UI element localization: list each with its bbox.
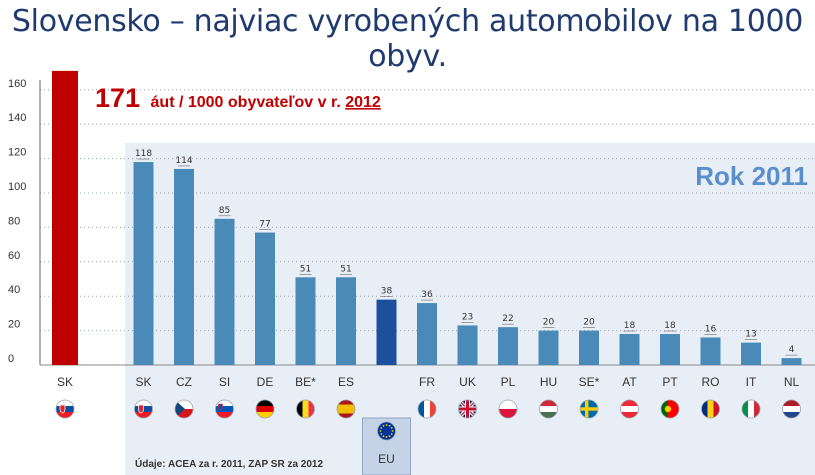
category-label-eu: EU [378, 452, 395, 466]
headline: 171 áut / 1000 obyvateľov v r. 2012 [95, 83, 381, 113]
value-labels: 118 114 85 77 51 51 38 36 23 22 20 20 18 18 16 13 4 [135, 149, 798, 356]
flag-cz-icon [174, 399, 194, 419]
flag-uk-icon [458, 399, 477, 419]
value-label: 114 [175, 156, 192, 166]
category-label: HU [540, 375, 557, 389]
bar-cz [174, 168, 194, 365]
y-tick-label: 160 [8, 78, 26, 90]
category-label: PL [501, 375, 516, 389]
y-tick-label: 40 [8, 284, 20, 296]
category-label: DE [257, 375, 274, 389]
flag-eu-icon [377, 421, 396, 441]
category-label: CZ [176, 375, 192, 389]
chart-2011-panel [125, 143, 815, 475]
flag-nl-icon [782, 399, 801, 419]
value-label: 118 [135, 149, 152, 159]
flags [55, 399, 801, 441]
y-tick-label: 0 [8, 353, 14, 365]
flag-be-icon [296, 399, 315, 419]
headline-value: 171 [95, 83, 140, 113]
y-tick-label: 100 [8, 181, 26, 193]
flag-sk-icon [134, 399, 153, 419]
flag-sk-icon [55, 399, 75, 419]
value-label: 38 [381, 287, 393, 297]
chart-title: Slovensko – najviac vyrobených automobil… [11, 4, 804, 74]
value-label: 36 [421, 290, 433, 300]
value-label: 20 [583, 318, 595, 328]
bar-ro [700, 337, 721, 365]
category-label: PT [662, 375, 678, 389]
flag-es-icon [336, 399, 356, 419]
category-label: FR [419, 375, 435, 389]
flag-at-icon [620, 399, 639, 419]
bar-si [214, 218, 235, 365]
bar-nl [781, 358, 802, 365]
category-label: IT [746, 375, 757, 389]
flag-pl-icon [498, 399, 518, 419]
bar-de [255, 232, 275, 365]
flag-hu-icon [539, 399, 558, 419]
value-label: 51 [300, 264, 311, 274]
y-tick-label: 140 [8, 112, 26, 124]
bar-uk [457, 325, 478, 365]
value-label: 13 [745, 330, 756, 340]
value-label: 16 [705, 324, 717, 334]
category-label: NL [784, 375, 800, 389]
flag-it-icon [741, 399, 761, 419]
source-note: Údaje: ACEA za r. 2011, ZAP SR za 2012 [135, 457, 323, 470]
category-label: UK [459, 375, 476, 389]
category-labels: SK SK CZ SI DE BE* ES EU FR UK PL HU SE* AT PT RO IT NL [57, 375, 800, 466]
y-tick-label: 80 [8, 215, 20, 227]
category-label: ES [338, 375, 354, 389]
value-label: 18 [624, 321, 636, 331]
y-tick-label: 60 [8, 250, 20, 262]
category-label: SK [135, 375, 151, 389]
category-label: SE* [579, 375, 600, 389]
category-label: AT [622, 375, 637, 389]
value-label: 85 [219, 206, 230, 216]
value-label: 77 [259, 220, 270, 230]
bar-se [579, 330, 599, 365]
value-label: 4 [789, 345, 795, 355]
bar-sk-2012 [52, 70, 78, 365]
headline-text: áut / 1000 obyvateľov v r. [151, 94, 346, 111]
value-label: 18 [664, 321, 676, 331]
bar-eu [376, 299, 397, 365]
bar-pt [660, 334, 680, 365]
category-label: BE* [295, 375, 316, 389]
value-label: 51 [340, 264, 351, 274]
bar-it [741, 342, 761, 365]
panel-label: Rok 2011 [695, 161, 808, 191]
bar-fr [417, 303, 437, 365]
bar-be [295, 277, 316, 365]
flag-se-icon [579, 399, 599, 419]
flag-de-icon [255, 399, 275, 419]
y-tick-label: 120 [8, 147, 26, 159]
bar-es [336, 277, 356, 365]
value-label: 22 [502, 314, 513, 324]
bar-pl [498, 327, 518, 365]
headline-year: 2012 [345, 94, 381, 111]
flag-pt-icon [660, 399, 680, 419]
category-label: SI [219, 375, 230, 389]
bar-hu [538, 330, 559, 365]
y-tick-label: 20 [8, 319, 20, 331]
flag-si-icon [215, 399, 234, 419]
category-label-sk-2012: SK [57, 375, 73, 389]
flag-fr-icon [417, 399, 437, 419]
value-label: 20 [543, 318, 555, 328]
value-label: 23 [462, 312, 473, 322]
flag-ro-icon [701, 399, 720, 419]
category-label: RO [702, 375, 720, 389]
bar-sk [133, 162, 154, 365]
bar-at [619, 334, 640, 365]
